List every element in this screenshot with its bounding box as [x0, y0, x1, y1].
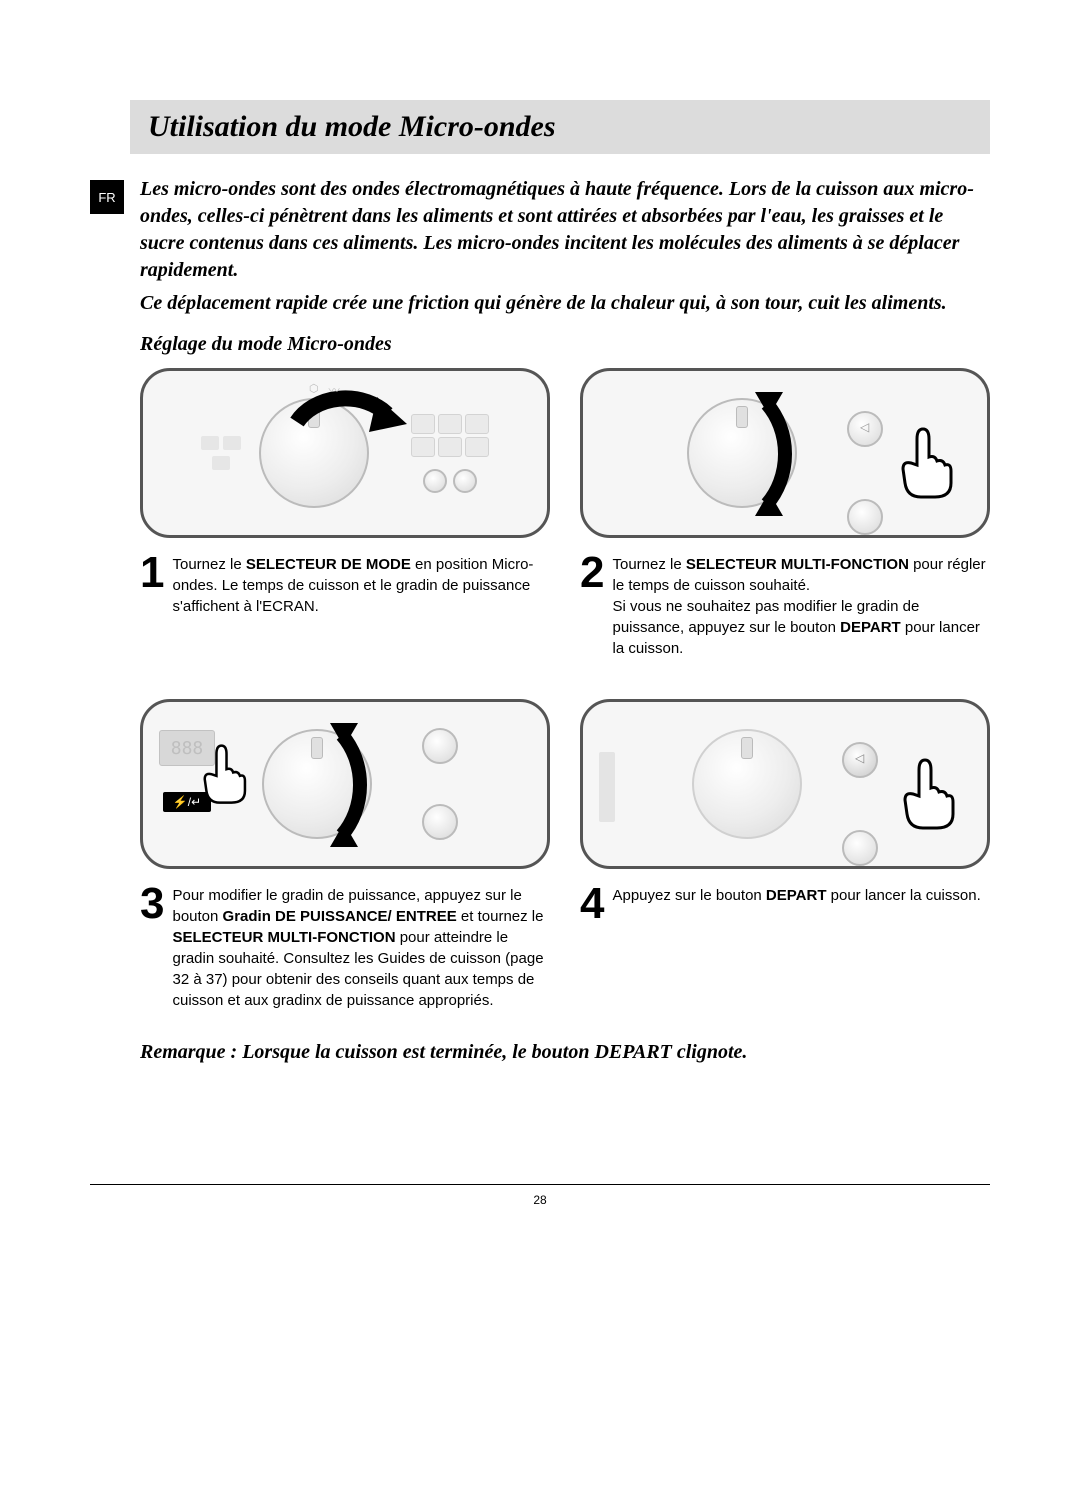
- section-subheading: Réglage du mode Micro-ondes: [140, 333, 990, 356]
- step-text: Tournez le SELECTEUR DE MODE en position…: [172, 554, 550, 617]
- step-2-illustration: ◁: [580, 368, 990, 538]
- footer-note: Remarque : Lorsque la cuisson est termin…: [140, 1041, 990, 1064]
- dial-icon: [692, 729, 802, 839]
- step-text: Pour modifier le gradin de puissance, ap…: [172, 885, 550, 1011]
- step-number: 3: [140, 885, 164, 922]
- intro-paragraph-1: Les micro-ondes sont des ondes électroma…: [140, 176, 990, 284]
- step-3: 888 ⚡/↵ 3 Pour modifier le g: [140, 699, 550, 1011]
- step-number: 1: [140, 554, 164, 591]
- small-button-icon: [842, 830, 878, 866]
- step-text: Appuyez sur le bouton DEPART pour lancer…: [612, 885, 980, 906]
- hand-press-icon: [895, 427, 957, 501]
- step-1-illustration: ⬡ 〰: [140, 368, 550, 538]
- page-number: 28: [533, 1193, 546, 1207]
- rotate-biarrow-icon: [747, 374, 837, 534]
- step-text: Tournez le SELECTEUR MULTI-FONCTION pour…: [612, 554, 990, 659]
- hand-press-icon: [197, 744, 251, 806]
- start-button-icon: ◁: [842, 742, 878, 778]
- title-bar: Utilisation du mode Micro-ondes: [130, 100, 990, 154]
- small-button-icon: [422, 728, 458, 764]
- secondary-button-icon: [847, 499, 883, 535]
- step-number: 2: [580, 554, 604, 591]
- keypad-icon: [411, 414, 489, 457]
- hand-press-icon: [897, 758, 959, 832]
- page-footer: 28: [90, 1184, 990, 1207]
- step-4: ◁ 4 Appuyez sur le bouton DEPART pour la…: [580, 699, 990, 1011]
- step-1: ⬡ 〰 1 Tournez le SELECTEU: [140, 368, 550, 659]
- step-2: ◁ 2 Tournez le SELECTEUR MULTI-FONCTION …: [580, 368, 990, 659]
- intro-section: FR Les micro-ondes sont des ondes électr…: [90, 176, 990, 323]
- step-number: 4: [580, 885, 604, 922]
- language-tag: FR: [90, 180, 124, 214]
- start-button-icon: ◁: [847, 411, 883, 447]
- small-button-icon: [422, 804, 458, 840]
- step-3-illustration: 888 ⚡/↵: [140, 699, 550, 869]
- step-4-illustration: ◁: [580, 699, 990, 869]
- rotate-biarrow-icon: [322, 705, 412, 865]
- intro-paragraph-2: Ce déplacement rapide crée une friction …: [140, 290, 990, 317]
- rotate-arrow-icon: [277, 372, 407, 452]
- page-title: Utilisation du mode Micro-ondes: [148, 110, 972, 144]
- steps-grid: ⬡ 〰 1 Tournez le SELECTEU: [140, 368, 990, 1011]
